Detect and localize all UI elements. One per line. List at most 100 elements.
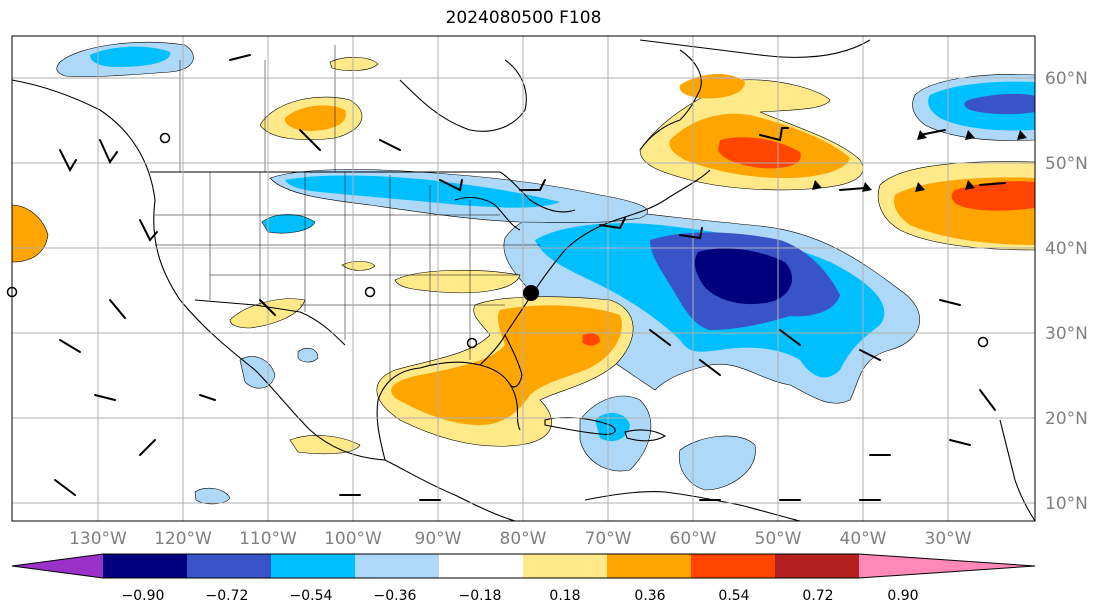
wind-barb — [439, 179, 463, 192]
negative-anomaly-nw-mid — [90, 46, 171, 68]
lon-label: 40°W — [840, 529, 887, 549]
border-us-canada — [150, 171, 576, 213]
wind-pennant — [915, 182, 925, 192]
colorbar-tick-label: 0.72 — [802, 588, 833, 604]
wind-barb — [979, 182, 1006, 186]
lat-label: 40°N — [1045, 239, 1088, 259]
wind-barb — [979, 389, 996, 411]
coastline-hudson-bay — [399, 59, 527, 132]
markers — [6, 132, 989, 349]
colorbar-tick-label: 0.90 — [887, 588, 918, 604]
colorbar-tick-label: 0.36 — [634, 588, 665, 604]
wind-barb — [139, 439, 156, 456]
colorbar-bin — [775, 554, 859, 578]
colorbar-ticks: −0.90 −0.72 −0.54 −0.36 −0.18 0.18 0.36 … — [122, 588, 919, 604]
coastline-africa — [999, 419, 1036, 522]
wind-barb — [679, 227, 703, 240]
border-us-mexico — [194, 299, 346, 346]
state-borders — [155, 45, 540, 380]
positive-anomaly-eatl-core — [951, 181, 1035, 211]
positive-anomaly-plains — [341, 261, 376, 271]
negative-anomaly-canada-mid — [285, 175, 560, 208]
positive-anomaly-natl-core — [718, 137, 801, 169]
wind-barb — [379, 139, 401, 151]
wind-barb — [99, 139, 118, 165]
wind-barb — [59, 149, 77, 173]
calm-circle — [977, 336, 989, 348]
wind-barb — [59, 339, 81, 353]
lon-label: 90°W — [415, 529, 462, 549]
positive-anomaly-wcanada-mid — [284, 105, 346, 131]
colorbar-bin — [691, 554, 775, 578]
coastline-florida — [479, 333, 523, 388]
colorbar-tick-label: −0.90 — [122, 588, 165, 604]
coastline-hispaniola — [624, 429, 667, 442]
wind-barb — [949, 439, 971, 446]
wind-barb — [699, 359, 721, 376]
calm-circle — [159, 132, 171, 144]
wind-barb — [54, 479, 76, 496]
wind-pennant — [965, 180, 975, 190]
negative-anomaly-lesser-antilles — [678, 435, 756, 491]
positive-anomaly-natl-north — [679, 74, 745, 99]
lon-label: 110°W — [239, 529, 297, 549]
colorbar-tick-label: 0.18 — [549, 588, 580, 604]
lat-label: 20°N — [1045, 409, 1088, 429]
colorbar-outline — [11, 553, 1036, 579]
lat-label: 60°N — [1045, 69, 1088, 89]
lon-label: 50°W — [755, 529, 802, 549]
colorbar-bin — [355, 554, 439, 578]
colorbar-extend-below — [12, 554, 103, 578]
wind-barb — [259, 299, 276, 316]
wind-barbs — [54, 54, 1006, 501]
positive-anomaly-arctic — [329, 57, 379, 71]
colorbar-bin — [187, 554, 271, 578]
colorbar-tick-label: 0.54 — [718, 588, 749, 604]
lon-label: 70°W — [585, 529, 632, 549]
coastline-greenland — [639, 39, 871, 58]
negative-anomaly-ne-deep — [964, 93, 1035, 115]
colorbar-tick-label: −0.72 — [206, 588, 249, 604]
lon-label: 120°W — [154, 529, 212, 549]
lon-label: 30°W — [925, 529, 972, 549]
wind-barb — [519, 179, 546, 191]
lat-label: 50°N — [1045, 154, 1088, 174]
positive-anomaly-midwest — [394, 269, 521, 294]
colorbar-bin — [103, 554, 187, 578]
negative-anomaly-atlantic-core — [694, 248, 793, 305]
colorbar-tick-label: −0.36 — [374, 588, 417, 604]
lon-label: 80°W — [500, 529, 547, 549]
positive-anomaly-pacific-small — [289, 435, 361, 455]
negative-anomaly-rockies — [261, 214, 316, 234]
coastline-gulf — [376, 361, 521, 461]
lat-labels: 60°N 50°N 40°N 30°N 20°N 10°N — [1045, 69, 1088, 514]
colorbar-tick-label: −0.18 — [459, 588, 502, 604]
colorbar-bin — [271, 554, 355, 578]
wind-pennant — [862, 182, 872, 192]
wind-barb — [859, 349, 881, 361]
colorbar-extend-above — [859, 554, 1035, 578]
lat-label: 30°N — [1045, 324, 1088, 344]
wind-barb — [649, 329, 671, 346]
wind-barb — [779, 329, 801, 346]
coastline-labrador — [639, 49, 702, 151]
calm-circle — [466, 337, 478, 349]
coastline-north-america-west — [11, 79, 516, 522]
colorbar — [11, 553, 1036, 579]
map-frame — [11, 35, 1036, 522]
negative-anomaly-mexico-small — [297, 347, 319, 363]
wind-barb — [919, 129, 946, 136]
coastline-south-america — [584, 491, 801, 522]
wind-barb — [599, 217, 626, 230]
colorbar-bin — [607, 554, 691, 578]
positive-anomaly-se-mid — [391, 305, 622, 425]
positive-anomaly-se-core — [582, 333, 600, 346]
wind-barb — [139, 219, 158, 242]
calm-circle — [364, 286, 376, 298]
wind-barb — [939, 299, 961, 306]
location-marker — [523, 285, 539, 301]
wind-pennant — [965, 130, 975, 140]
wind-barb — [759, 127, 789, 142]
wind-barb — [229, 54, 251, 61]
